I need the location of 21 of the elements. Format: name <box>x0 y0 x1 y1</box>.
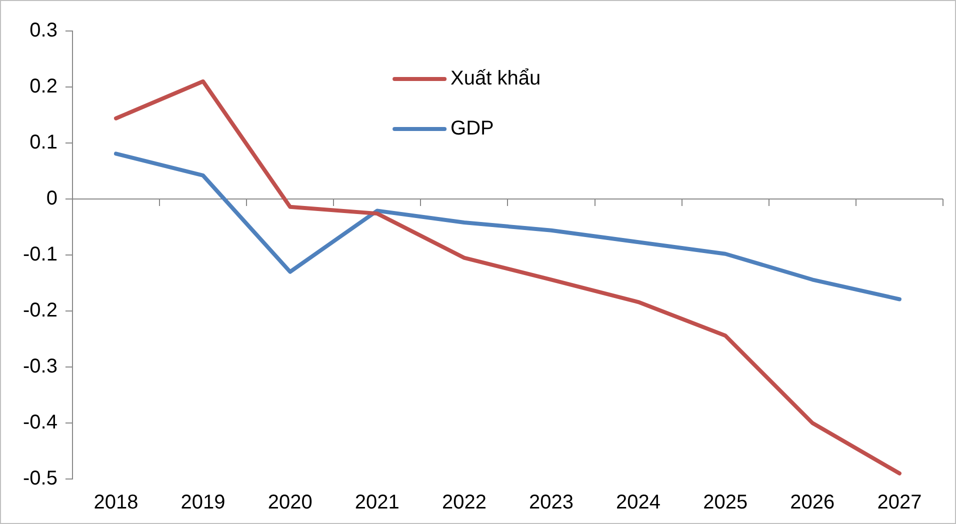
y-tick-label: 0 <box>46 188 58 210</box>
y-tick-label: -0.2 <box>22 300 58 322</box>
y-tick-label: 0.1 <box>30 132 58 154</box>
x-tick-label: 2022 <box>442 492 486 514</box>
y-tick-label: -0.1 <box>22 244 58 266</box>
y-tick-label: -0.4 <box>22 412 58 434</box>
x-tick-label: 2019 <box>180 492 226 514</box>
x-tick-label: 2021 <box>354 492 400 514</box>
x-tick-label: 2025 <box>703 492 748 514</box>
x-tick-label: 2027 <box>877 492 922 514</box>
legend-label: Xuất khẩu <box>450 68 541 90</box>
x-tick-label: 2020 <box>268 492 312 514</box>
y-tick-label: 0.3 <box>30 20 58 42</box>
x-tick-label: 2024 <box>616 492 661 514</box>
legend-label: GDP <box>450 118 494 140</box>
x-tick-label: 2026 <box>790 492 835 514</box>
y-tick-label: 0.2 <box>30 76 58 98</box>
x-tick-label: 2023 <box>529 492 574 514</box>
y-tick-label: -0.3 <box>22 356 58 378</box>
y-tick-label: -0.5 <box>22 468 58 490</box>
x-tick-label: 2018 <box>94 492 138 514</box>
